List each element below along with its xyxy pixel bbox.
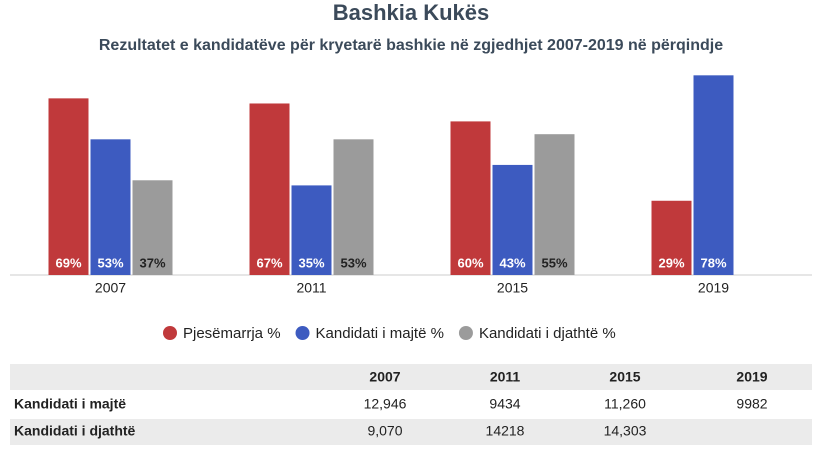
table-row-label: Kandidati i djathtë: [14, 423, 136, 439]
x-tick-label: 2011: [296, 280, 326, 296]
table-cell: 14,303: [604, 423, 647, 439]
table-cell: 14218: [486, 423, 525, 439]
value-label: 53%: [97, 255, 123, 270]
table-cell: 9434: [489, 396, 520, 412]
value-label: 53%: [340, 255, 366, 270]
legend-label: Kandidati i djathtë %: [479, 325, 616, 342]
table-header-bg: [10, 364, 812, 390]
table-cell: 9982: [736, 396, 767, 412]
value-label: 29%: [658, 255, 684, 270]
table-row-bg: [10, 419, 812, 445]
value-label: 55%: [541, 255, 567, 270]
x-tick-label: 2019: [698, 280, 729, 296]
bar: [492, 164, 533, 275]
bar: [48, 98, 89, 275]
bar: [333, 139, 374, 275]
table-header: 2015: [609, 369, 640, 385]
bar: [534, 134, 575, 275]
bar: [450, 121, 491, 276]
legend-label: Pjesëmarrja %: [183, 325, 281, 342]
legend-label: Kandidati i majtë %: [316, 325, 444, 342]
value-label: 35%: [298, 255, 324, 270]
table-header: 2007: [369, 369, 400, 385]
legend-marker: [295, 326, 310, 340]
value-label: 37%: [139, 255, 165, 270]
chart-title: Bashkia Kukës: [333, 0, 490, 25]
table-cell: 11,260: [604, 396, 646, 412]
x-tick-label: 2007: [95, 280, 126, 296]
table-cell: 9,070: [367, 423, 402, 439]
legend-marker: [458, 326, 473, 340]
table-cell: 12,946: [364, 396, 407, 412]
value-label: 69%: [55, 255, 81, 270]
bar: [291, 185, 332, 275]
bar: [132, 180, 173, 275]
bar: [249, 103, 290, 275]
table-header: 2011: [490, 369, 521, 385]
bar: [693, 75, 734, 275]
legend-marker: [163, 326, 177, 340]
value-label: 60%: [457, 255, 483, 270]
value-label: 67%: [256, 255, 282, 270]
x-tick-label: 2015: [497, 280, 528, 296]
bar: [90, 139, 131, 275]
value-label: 78%: [700, 255, 726, 270]
chart-subtitle: Rezultatet e kandidatëve për kryetarë ba…: [99, 37, 723, 54]
table-row-label: Kandidati i majtë: [14, 396, 126, 412]
value-label: 43%: [499, 255, 525, 270]
table-header: 2019: [736, 369, 767, 385]
bar: [651, 200, 692, 275]
